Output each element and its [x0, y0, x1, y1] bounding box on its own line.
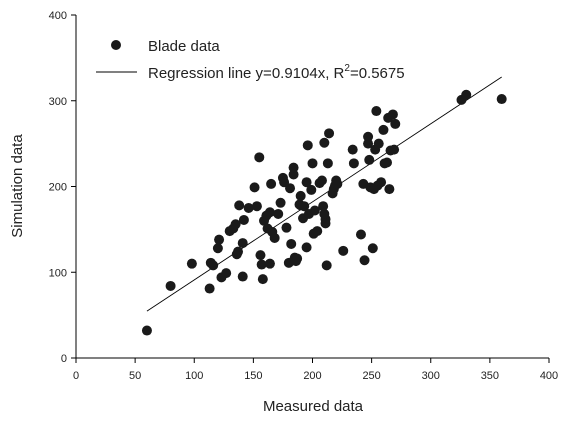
data-point [309, 205, 320, 216]
x-axis-title: Measured data [263, 398, 364, 415]
data-point [322, 158, 333, 169]
data-point [281, 222, 292, 233]
data-point [373, 138, 384, 149]
x-tick-label: 100 [185, 370, 203, 382]
data-point [288, 162, 299, 173]
data-point [286, 238, 297, 249]
data-points [141, 89, 507, 336]
data-point [186, 258, 197, 269]
data-point [251, 201, 262, 212]
data-point [319, 137, 330, 148]
data-point [363, 138, 374, 149]
data-point [301, 242, 312, 253]
y-tick-label: 0 [61, 353, 67, 365]
data-point [275, 197, 286, 208]
y-tick-label: 200 [49, 182, 67, 194]
legend-regression-prefix: Regression line y=0.9104x, R [148, 65, 345, 82]
data-point [496, 94, 507, 105]
data-point [324, 128, 335, 139]
data-point [237, 238, 248, 249]
data-point [212, 243, 223, 254]
data-point [376, 177, 387, 188]
data-point [384, 184, 395, 195]
data-point [302, 140, 313, 151]
data-point [264, 207, 275, 218]
data-point [141, 325, 152, 336]
data-point [316, 175, 327, 186]
legend: Blade data Regression line y=0.9104x, R2… [96, 38, 405, 82]
data-point [338, 245, 349, 256]
data-point [165, 280, 176, 291]
x-tick-label: 250 [362, 370, 380, 382]
data-point [320, 218, 331, 229]
data-point [347, 144, 358, 155]
data-point [390, 118, 401, 129]
y-axis-title: Simulation data [9, 134, 26, 238]
data-point [378, 124, 389, 135]
x-tick-label: 350 [481, 370, 499, 382]
data-point [238, 214, 249, 225]
x-tick-label: 300 [422, 370, 440, 382]
legend-regression-superscript: 2 [344, 63, 350, 74]
data-point [306, 184, 317, 195]
data-point [234, 200, 245, 211]
legend-regression-suffix: =0.5675 [350, 65, 405, 82]
regression-line [146, 76, 502, 312]
data-point [389, 144, 400, 155]
data-point [321, 260, 332, 271]
data-point [230, 219, 241, 230]
data-point [256, 259, 267, 270]
data-point [312, 226, 323, 237]
data-point [359, 255, 370, 266]
data-point [301, 177, 312, 188]
data-point [355, 229, 366, 240]
data-point [364, 154, 375, 165]
data-point [307, 158, 318, 169]
data-point [221, 268, 232, 279]
data-point [363, 131, 374, 142]
x-tick-label: 200 [303, 370, 321, 382]
data-point [461, 89, 472, 100]
data-point [233, 246, 244, 257]
data-point [214, 234, 225, 245]
data-point [257, 274, 268, 285]
legend-points-label: Blade data [148, 38, 220, 55]
data-point [273, 208, 284, 219]
y-tick-label: 300 [49, 96, 67, 108]
data-point [318, 201, 329, 212]
data-point [299, 201, 310, 212]
axis-ticks [71, 14, 550, 363]
legend-point-marker [111, 40, 121, 50]
data-point [295, 190, 306, 201]
x-tick-label: 400 [540, 370, 558, 382]
y-tick-label: 100 [49, 267, 67, 279]
data-point [254, 152, 265, 163]
data-point [288, 169, 299, 180]
data-point [266, 178, 277, 189]
data-point [371, 106, 382, 117]
legend-regression-label: Regression line y=0.9104x, R2=0.5675 [148, 63, 405, 82]
data-point [255, 250, 266, 261]
data-point [292, 253, 303, 264]
data-point [208, 260, 219, 271]
data-point [204, 283, 215, 294]
data-point [264, 258, 275, 269]
data-point [387, 109, 398, 120]
data-point [285, 183, 296, 194]
data-point [269, 232, 280, 243]
x-tick-label: 0 [73, 370, 79, 382]
data-point [237, 271, 248, 282]
data-point [249, 182, 260, 193]
x-tick-label: 50 [129, 370, 141, 382]
data-point [367, 243, 378, 254]
data-point [348, 158, 359, 169]
axis-tick-labels: 0 50 100 150 200 250 300 350 400 0 100 200 300 400 [49, 10, 559, 382]
data-point [332, 178, 343, 189]
y-tick-label: 400 [49, 10, 67, 22]
x-tick-label: 150 [244, 370, 262, 382]
data-point [243, 202, 254, 213]
data-point [381, 157, 392, 168]
